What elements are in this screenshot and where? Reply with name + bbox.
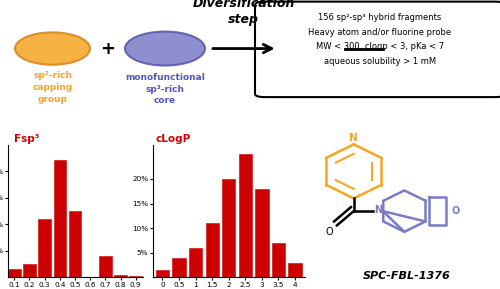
Text: +: + [100,40,115,58]
Bar [24,264,36,277]
Bar [69,211,81,277]
Text: Heavy atom and/or fluorine probe: Heavy atom and/or fluorine probe [308,28,452,37]
Bar [172,258,186,277]
Text: O: O [326,227,333,237]
Text: sp²-rich
capping
group: sp²-rich capping group [32,71,72,104]
Ellipse shape [125,32,205,66]
Bar [189,248,202,277]
Text: MW < 300, clogp < 3, pKa < 7: MW < 300, clogp < 3, pKa < 7 [316,42,444,51]
Text: aqueous solubility > 1 mM: aqueous solubility > 1 mM [324,57,436,66]
Bar [256,189,268,277]
Text: monofunctional
sp³-rich
core: monofunctional sp³-rich core [125,73,205,105]
Bar [238,154,252,277]
Text: O: O [452,206,460,216]
Text: SPC-FBL-1376: SPC-FBL-1376 [362,271,450,281]
Bar [8,269,20,277]
Ellipse shape [15,32,90,65]
Bar [54,160,66,277]
Bar [38,219,51,277]
Text: Diversification
step: Diversification step [192,0,294,26]
Text: Fsp³: Fsp³ [14,134,40,144]
Bar [288,263,302,277]
Bar [272,243,285,277]
Text: N: N [350,133,358,143]
Bar [99,256,112,277]
Ellipse shape [381,36,439,61]
Ellipse shape [290,36,345,61]
Bar [206,223,219,277]
FancyBboxPatch shape [255,2,500,97]
Bar [222,179,235,277]
Text: 156 sp²-sp³ hybrid fragments: 156 sp²-sp³ hybrid fragments [318,13,442,22]
Text: cLogP: cLogP [156,134,191,144]
Bar [114,275,126,277]
Text: N: N [374,205,382,214]
Bar [156,270,169,277]
Bar [130,276,142,277]
